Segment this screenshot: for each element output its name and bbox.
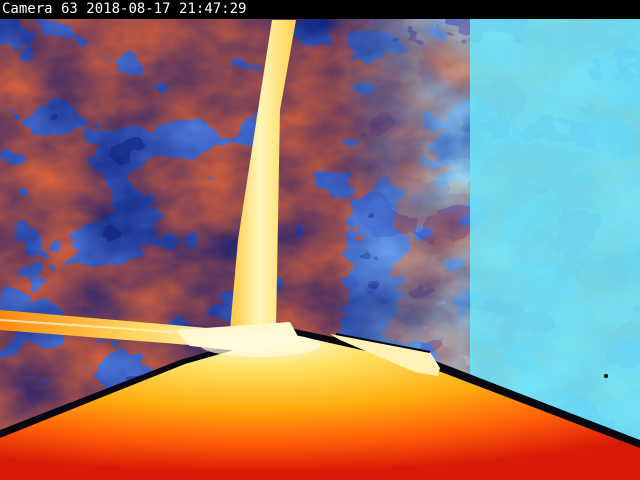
hot-ledge-right xyxy=(330,334,440,376)
osd-timestamp-bar: Camera 63 2018-08-17 21:47:29 xyxy=(0,0,640,19)
osd-date: 2018-08-17 xyxy=(86,1,171,17)
camera-label: Camera 63 xyxy=(2,1,78,17)
osd-time: 21:47:29 xyxy=(179,1,247,17)
roof-surface xyxy=(0,334,640,480)
bird-speck xyxy=(604,374,608,378)
osd-timestamp: Camera 63 2018-08-17 21:47:29 xyxy=(2,1,246,17)
antenna-mast xyxy=(230,20,296,330)
